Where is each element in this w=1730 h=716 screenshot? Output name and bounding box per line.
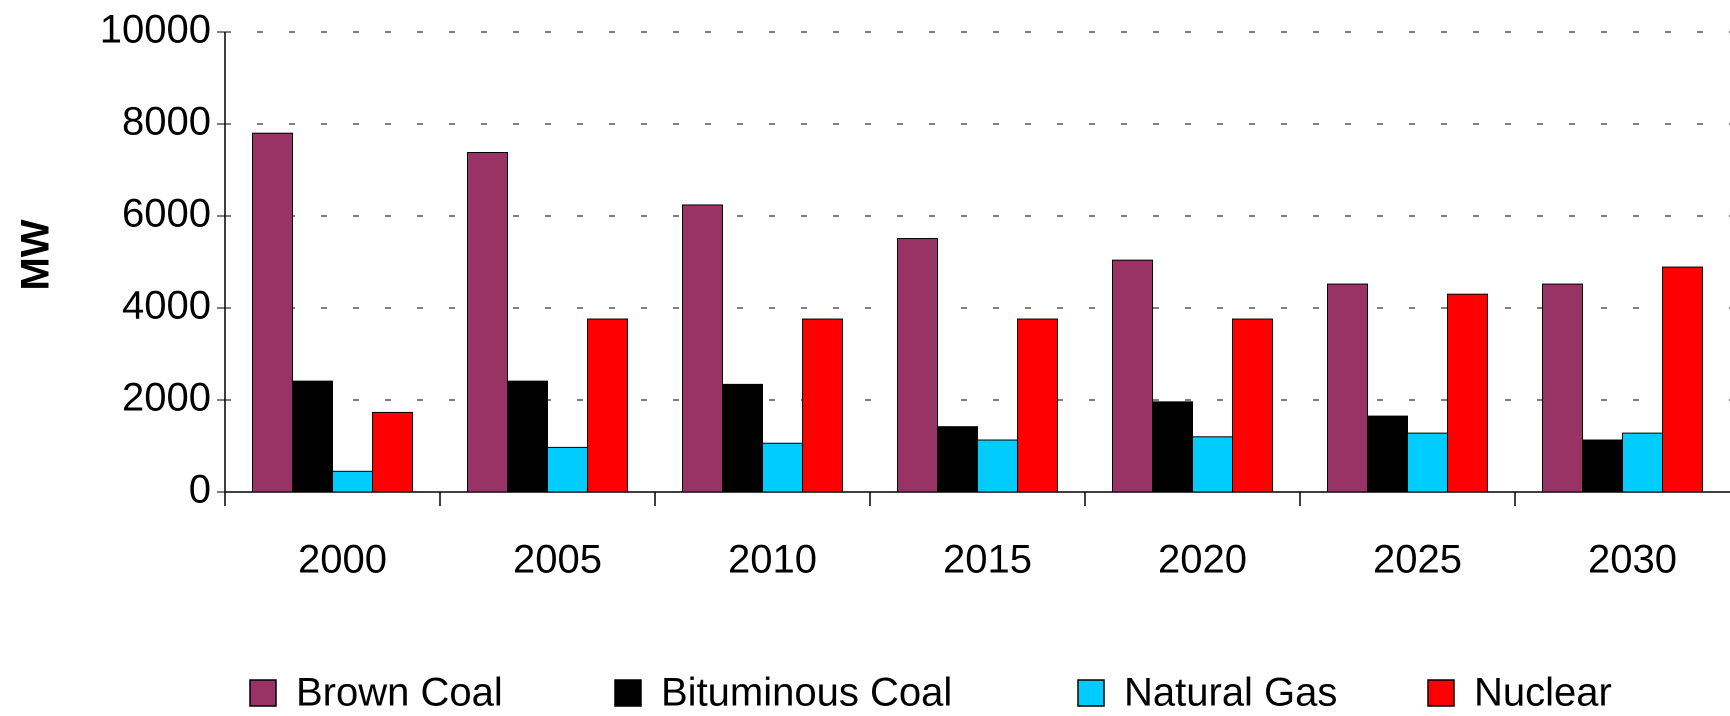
- bar: [372, 411, 413, 493]
- x-tick-label: 2005: [513, 538, 602, 582]
- bar: [1447, 293, 1488, 493]
- bar: [682, 204, 723, 493]
- legend-swatch: [1077, 679, 1105, 707]
- bar: [1152, 401, 1193, 493]
- x-tick-label: 2015: [943, 538, 1032, 582]
- bar: [467, 152, 508, 493]
- bar: [1622, 432, 1663, 493]
- bar: [897, 238, 938, 493]
- y-tick-label: 10000: [100, 8, 211, 52]
- bar: [292, 380, 333, 493]
- y-tick-label: 2000: [122, 376, 211, 420]
- bar: [252, 132, 293, 493]
- x-tick-label: 2020: [1158, 538, 1247, 582]
- bar: [1232, 318, 1273, 493]
- legend-label: Bituminous Coal: [661, 671, 952, 715]
- x-tick-label: 2030: [1588, 538, 1677, 582]
- y-tick-label: 4000: [122, 284, 211, 328]
- legend-swatch: [1427, 679, 1455, 707]
- x-tick-label: 2000: [298, 538, 387, 582]
- bar: [1582, 439, 1623, 493]
- bar: [1662, 266, 1703, 493]
- bar: [507, 380, 548, 493]
- bar: [762, 442, 803, 493]
- legend-label: Nuclear: [1474, 671, 1612, 715]
- bar: [587, 318, 628, 493]
- y-tick-label: 8000: [122, 100, 211, 144]
- bar: [1017, 318, 1058, 493]
- x-tick-label: 2025: [1373, 538, 1462, 582]
- bar: [1367, 415, 1408, 493]
- bar: [332, 470, 373, 493]
- y-tick-label: 0: [189, 468, 211, 512]
- legend-swatch: [249, 679, 277, 707]
- bar: [977, 439, 1018, 493]
- legend-swatch: [614, 679, 642, 707]
- y-tick-label: 6000: [122, 192, 211, 236]
- bar: [937, 426, 978, 493]
- bar: [1327, 283, 1368, 493]
- bar: [1192, 436, 1233, 493]
- legend-label: Natural Gas: [1124, 671, 1337, 715]
- x-tick-label: 2010: [728, 538, 817, 582]
- bar: [802, 318, 843, 493]
- y-axis-label: MW: [14, 219, 58, 290]
- bar: [1542, 283, 1583, 493]
- bar: [1407, 432, 1448, 493]
- bar: [1112, 259, 1153, 493]
- bar: [547, 446, 588, 493]
- legend-label: Brown Coal: [296, 671, 503, 715]
- bar: [722, 383, 763, 493]
